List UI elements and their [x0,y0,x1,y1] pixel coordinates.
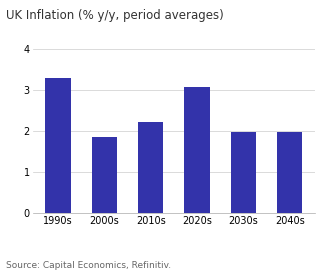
Bar [184,87,210,213]
Bar [277,132,302,213]
Bar [46,78,71,213]
Text: UK Inflation (% y/y, period averages): UK Inflation (% y/y, period averages) [6,9,224,22]
Bar [92,137,117,213]
Bar [138,122,163,213]
Bar [231,132,256,213]
Text: Source: Capital Economics, Refinitiv.: Source: Capital Economics, Refinitiv. [6,261,172,270]
